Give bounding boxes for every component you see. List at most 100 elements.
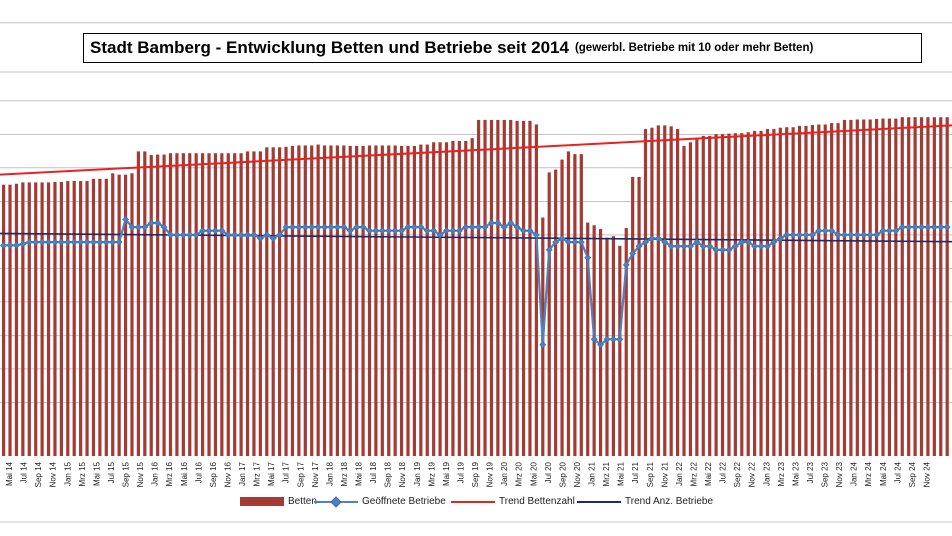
bar-betten [810,124,814,456]
bar-betten [258,151,262,456]
point-betriebe [488,219,495,227]
bar-betten [797,125,802,456]
point-betriebe [687,242,694,250]
bar-betten [650,127,654,457]
bar-betten [470,138,474,456]
bar-betten [8,184,12,456]
x-tick-label: Jan 22 [675,461,684,486]
x-tick-label: Jul 17 [282,461,291,483]
point-betriebe [943,223,951,231]
bar-betten [98,178,102,456]
bar-betten [316,144,320,456]
bar-betten [733,133,737,457]
point-betriebe [443,227,450,235]
x-tick-label: Nov 23 [835,461,844,487]
point-betriebe [237,231,245,239]
x-tick-label: Mai 19 [442,461,451,486]
bar-betten [130,173,134,456]
point-betriebe [468,223,476,231]
bar-betten [335,145,339,457]
bar-betten [586,222,590,456]
point-betriebe [667,242,675,250]
point-betriebe [141,223,149,231]
bar-betten [123,174,128,456]
point-betriebe [802,231,810,239]
x-tick-label: Jan 19 [413,461,422,486]
bar-betten [579,154,583,457]
bar-betten [515,120,519,456]
point-betriebe [57,238,65,246]
point-betriebe [109,238,117,246]
point-betriebe [584,254,592,262]
point-betriebe [719,246,726,254]
point-betriebe [731,242,739,250]
bar-betten [746,132,750,457]
point-betriebe [725,246,733,254]
x-tick-label: Jan 23 [762,461,771,486]
bar-betten [245,151,250,456]
point-betriebe [423,227,431,235]
point-betriebe [154,219,162,227]
bar-betten [438,142,442,456]
x-tick-label: Mrz 18 [340,461,349,486]
bar-betten [329,145,333,457]
bars-betten [2,117,949,457]
chart-title-box: Stadt Bamberg - Entwicklung Betten und B… [83,33,922,63]
point-betriebe [134,223,142,231]
bar-betten [310,145,314,457]
bar-betten [483,119,487,456]
point-betriebe [269,235,277,242]
bar-betten [374,145,378,457]
bar-betten [611,236,616,456]
x-tick-label: Mai 14 [5,461,14,486]
bar-betten [265,147,269,456]
bar-betten [874,119,879,457]
chart-gridlines [0,22,952,404]
point-betriebe [873,231,881,239]
bar-betten [785,127,789,456]
point-betriebe [64,238,72,246]
x-tick-label: Jan 16 [151,461,160,486]
point-betriebe [77,238,85,246]
legend-swatch-betten [240,497,284,506]
bar-betten [765,129,770,456]
bar-betten [932,117,936,456]
x-tick-label: Jan 17 [238,461,247,486]
point-betriebe [853,231,861,239]
legend-item-betten: Betten [240,496,317,507]
bar-betten [477,119,481,456]
point-betriebe [199,227,207,235]
point-betriebe [173,231,181,239]
point-betriebe [224,231,232,239]
x-tick-label: Sep 23 [821,461,830,487]
bar-betten [926,117,930,456]
x-tick-label: Mai 20 [529,461,538,486]
x-tick-label: Nov 17 [311,461,320,487]
bar-betten [194,153,198,456]
x-tick-label: Mrz 19 [427,461,436,486]
point-betriebe [693,238,701,246]
point-betriebe [507,219,515,227]
bar-betten [412,145,417,457]
point-betriebe [815,227,823,235]
x-tick-label: Mai 22 [704,461,713,486]
point-betriebe [738,238,746,246]
x-tick-label: Nov 21 [660,461,669,487]
point-betriebe [571,238,579,246]
point-betriebe [597,341,604,349]
bar-betten [367,145,372,457]
point-betriebe [520,227,527,235]
point-betriebe [847,231,855,239]
x-tick-label: Sep 24 [908,461,917,487]
bar-betten [566,151,571,456]
point-betriebe [635,242,643,250]
bar-betten [342,145,346,457]
bar-betten [688,142,693,456]
x-tick-label: Mai 17 [267,461,276,486]
legend-label-trend-betten: Trend Bettenzahl [499,496,575,507]
point-betriebe [828,227,836,235]
point-betriebe [545,246,553,254]
bar-betten [117,174,121,456]
x-tick-label: Jul 20 [544,461,553,483]
bar-betten [143,151,147,456]
